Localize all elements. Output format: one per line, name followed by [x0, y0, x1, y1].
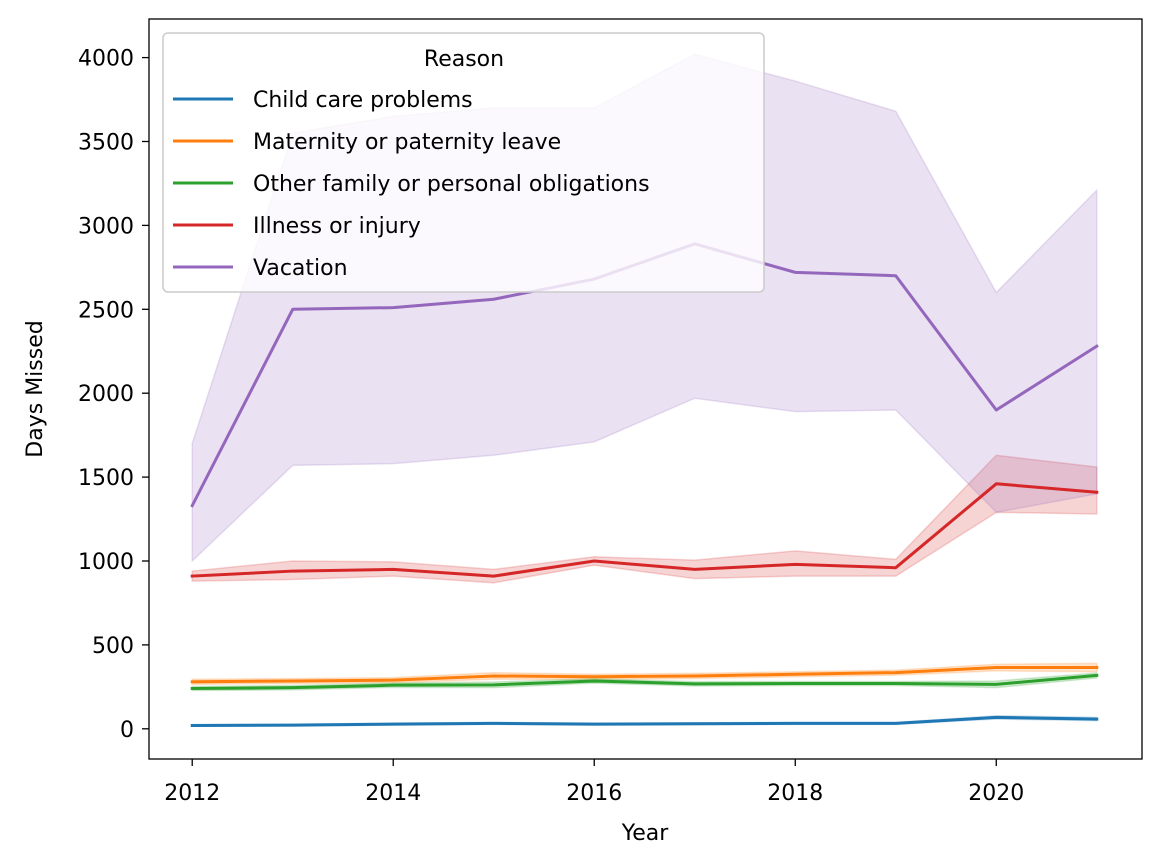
- x-tick-label: 2014: [365, 781, 421, 806]
- legend: Reason Child care problems Maternity or p…: [162, 32, 765, 293]
- y-tick-label: 2000: [78, 382, 134, 407]
- y-tick-label: 4000: [78, 47, 134, 72]
- x-tick-label: 2020: [968, 781, 1024, 806]
- legend-label-illness-or-injury: Illness or injury: [253, 214, 421, 239]
- y-tick-label: 0: [120, 718, 134, 743]
- plot-frame: [148, 18, 1143, 760]
- x-tick-label: 2016: [566, 781, 622, 806]
- ci-band-illness-or-injury: [191, 454, 1098, 584]
- legend-label-child-care-problems: Child care problems: [253, 88, 473, 113]
- series-line-other-family-or-personal-obligations: [190, 673, 1099, 691]
- legend-label-maternity-or-paternity-leave: Maternity or paternity leave: [253, 130, 561, 155]
- y-tick-label: 3000: [78, 214, 134, 239]
- legend-label-other-family-or-personal-obligations: Other family or personal obligations: [253, 172, 650, 197]
- x-tick-label: 2012: [164, 781, 220, 806]
- series-line-child-care-problems: [190, 715, 1099, 727]
- y-axis-label: Days Missed: [23, 320, 48, 457]
- series-line-illness-or-injury: [190, 482, 1099, 578]
- y-axis: 0 500 1000 1500 2000 2500 3000 3500 4000: [78, 47, 149, 743]
- y-tick-label: 1500: [78, 466, 134, 491]
- x-tick-label: 2018: [767, 781, 823, 806]
- y-tick-label: 500: [92, 634, 134, 659]
- y-tick-label: 3500: [78, 130, 134, 155]
- legend-label-vacation: Vacation: [253, 256, 348, 281]
- x-axis-label: Year: [621, 821, 670, 846]
- legend-entries: Child care problems Maternity or paternit…: [173, 88, 650, 281]
- y-tick-label: 1000: [78, 550, 134, 575]
- y-tick-label: 2500: [78, 298, 134, 323]
- x-axis: 2012 2014 2016 2018 2020: [164, 759, 1024, 806]
- legend-box: [162, 32, 765, 293]
- series-line-maternity-or-paternity-leave: [190, 666, 1099, 684]
- legend-title: Reason: [424, 47, 504, 72]
